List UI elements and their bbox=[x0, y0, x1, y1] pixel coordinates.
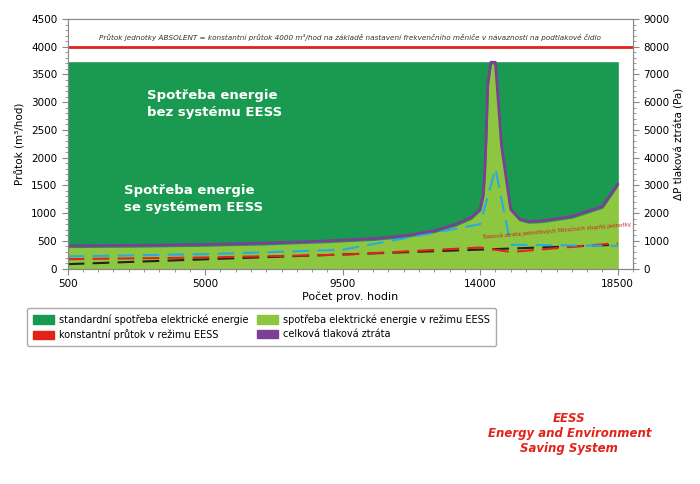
Text: Tlaková ztráta jednotlivých filtračních stupňů jednotky: Tlaková ztráta jednotlivých filtračních … bbox=[482, 222, 631, 241]
Text: Spotřeba energie
se systémem EESS: Spotřeba energie se systémem EESS bbox=[124, 184, 263, 214]
Text: Průtok jednotky ABSOLENT = konstantní průtok 4000 m³/hod na základě nastavení fr: Průtok jednotky ABSOLENT = konstantní pr… bbox=[99, 34, 601, 41]
X-axis label: Počet prov. hodin: Počet prov. hodin bbox=[302, 292, 398, 302]
Text: EESS
Energy and Environment
Saving System: EESS Energy and Environment Saving Syste… bbox=[487, 412, 651, 455]
Text: Spotřeba energie
bez systému EESS: Spotřeba energie bez systému EESS bbox=[147, 89, 282, 119]
Y-axis label: ΔP tlaková ztráta (Pa): ΔP tlaková ztráta (Pa) bbox=[675, 88, 685, 200]
Legend: standardní spotřeba elektrické energie, konstantní průtok v režimu EESS, spotřeb: standardní spotřeba elektrické energie, … bbox=[27, 308, 496, 346]
Y-axis label: Průtok (m³/hod): Průtok (m³/hod) bbox=[15, 103, 25, 185]
